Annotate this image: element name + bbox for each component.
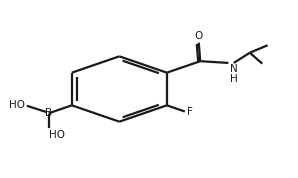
Text: O: O xyxy=(195,31,203,41)
Text: HO: HO xyxy=(49,130,65,140)
Text: N
H: N H xyxy=(230,64,238,83)
Text: B: B xyxy=(45,108,52,118)
Text: HO: HO xyxy=(9,100,25,110)
Text: F: F xyxy=(187,106,193,117)
